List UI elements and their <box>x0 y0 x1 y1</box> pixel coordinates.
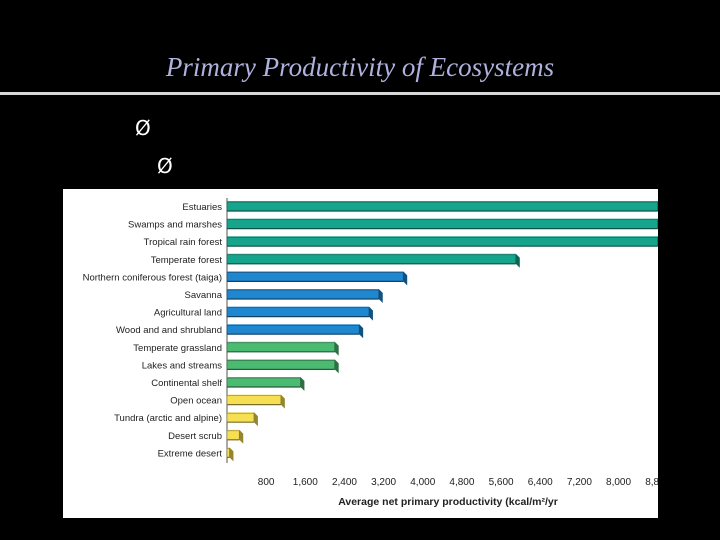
bullet-arrow-icon: Ø <box>135 116 151 140</box>
category-label: Extreme desert <box>158 448 223 459</box>
x-tick-label: 3,200 <box>371 477 396 488</box>
bar <box>226 342 335 353</box>
category-label: Temperate forest <box>151 255 223 266</box>
bar-side-face <box>239 429 244 444</box>
category-label: Savanna <box>184 290 222 301</box>
category-label: Swamps and marshes <box>128 220 222 231</box>
bar-side-face <box>359 324 364 339</box>
bar <box>226 289 380 300</box>
bar-side-face <box>378 289 383 303</box>
category-label: Desert scrub <box>168 431 222 442</box>
bar <box>226 324 360 335</box>
bar <box>226 395 282 405</box>
bar <box>226 430 240 441</box>
x-tick-label: 8,000 <box>606 477 631 488</box>
bar-side-face <box>229 447 234 462</box>
slide-title: Primary Productivity of Ecosystems <box>165 52 555 82</box>
bar <box>226 307 370 317</box>
bar-side-face <box>334 359 339 374</box>
bar <box>226 360 335 370</box>
category-label: Wood and and shrubland <box>116 325 222 336</box>
bar-side-face <box>403 271 408 286</box>
x-tick-label: 1,600 <box>293 477 318 488</box>
bar <box>226 377 301 388</box>
x-tick-label: 8,800 <box>645 477 658 488</box>
title-divider <box>0 92 720 95</box>
bar-side-face <box>253 412 258 427</box>
category-label: Continental shelf <box>151 378 222 389</box>
bar <box>226 412 255 423</box>
bar-side-face <box>280 394 285 409</box>
category-label: Estuaries <box>182 202 222 213</box>
x-tick-label: 800 <box>258 477 275 488</box>
bar <box>226 219 658 229</box>
x-tick-label: 6,400 <box>528 477 553 488</box>
x-tick-label: 4,800 <box>449 477 474 488</box>
category-label: Open ocean <box>170 396 222 407</box>
x-tick-label: 2,400 <box>332 477 357 488</box>
bar <box>226 201 658 212</box>
category-label: Northern coniferous forest (taiga) <box>83 272 222 283</box>
productivity-bar-chart: Estuaries Swamps and marshes Tropical rain… <box>83 198 658 508</box>
x-axis-label: Average net primary productivity (kcal/m… <box>338 496 558 508</box>
category-label: Temperate grassland <box>133 343 222 354</box>
x-tick-label: 4,000 <box>410 477 435 488</box>
bar <box>226 272 404 282</box>
category-label: Tropical rain forest <box>144 237 223 248</box>
category-label: Lakes and streams <box>142 360 223 371</box>
bullet-arrow-icon: Ø <box>157 154 173 178</box>
category-label: Agricultural land <box>154 308 222 319</box>
bar <box>226 254 517 265</box>
bar <box>226 236 658 247</box>
bar <box>226 448 230 458</box>
chart-panel: Estuaries Swamps and marshes Tropical rain… <box>63 189 658 518</box>
x-tick-label: 7,200 <box>567 477 592 488</box>
bar-side-face <box>300 377 305 391</box>
bar-side-face <box>368 306 373 321</box>
category-label: Tundra (arctic and alpine) <box>114 413 222 424</box>
x-tick-label: 5,600 <box>489 477 514 488</box>
bar-side-face <box>334 341 339 356</box>
bar-side-face <box>515 253 520 268</box>
